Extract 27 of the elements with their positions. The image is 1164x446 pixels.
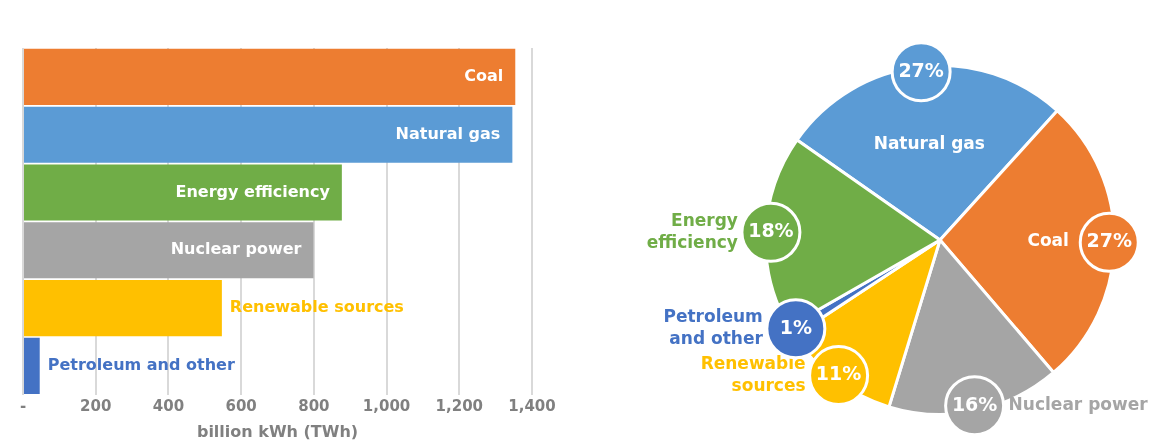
bar bbox=[24, 48, 516, 105]
bar bbox=[24, 164, 342, 221]
data-label: 27% bbox=[1086, 229, 1132, 252]
slice-label: Renewable sources bbox=[700, 352, 806, 395]
slice-label: Natural gas bbox=[873, 133, 985, 154]
bar bbox=[24, 106, 513, 163]
slice-label: Coal bbox=[1027, 229, 1069, 250]
data-label: 27% bbox=[898, 58, 944, 81]
slice-label: Energy efficiency bbox=[646, 209, 738, 252]
data-label: 1% bbox=[779, 315, 812, 338]
slice-label: Petroleum and other bbox=[663, 306, 764, 349]
x-tick-label: 1,400 bbox=[508, 396, 556, 415]
x-tick-label: 400 bbox=[152, 396, 185, 415]
x-tick-label: 800 bbox=[298, 396, 330, 415]
x-tick-label: - bbox=[19, 396, 27, 415]
x-tick-label: 200 bbox=[80, 396, 112, 415]
bar bbox=[24, 280, 222, 337]
bar bbox=[24, 222, 314, 279]
data-label: 18% bbox=[748, 219, 794, 242]
slice-label: Nuclear power bbox=[1008, 394, 1149, 415]
x-tick-label: 600 bbox=[225, 396, 257, 415]
x-axis-title: billion kWh (TWh) bbox=[196, 421, 359, 441]
x-tick-label: 1,000 bbox=[362, 396, 411, 415]
data-label: 16% bbox=[951, 392, 998, 415]
x-tick-label: 1,200 bbox=[435, 396, 484, 415]
data-label: 11% bbox=[815, 362, 862, 385]
bar bbox=[24, 337, 40, 394]
